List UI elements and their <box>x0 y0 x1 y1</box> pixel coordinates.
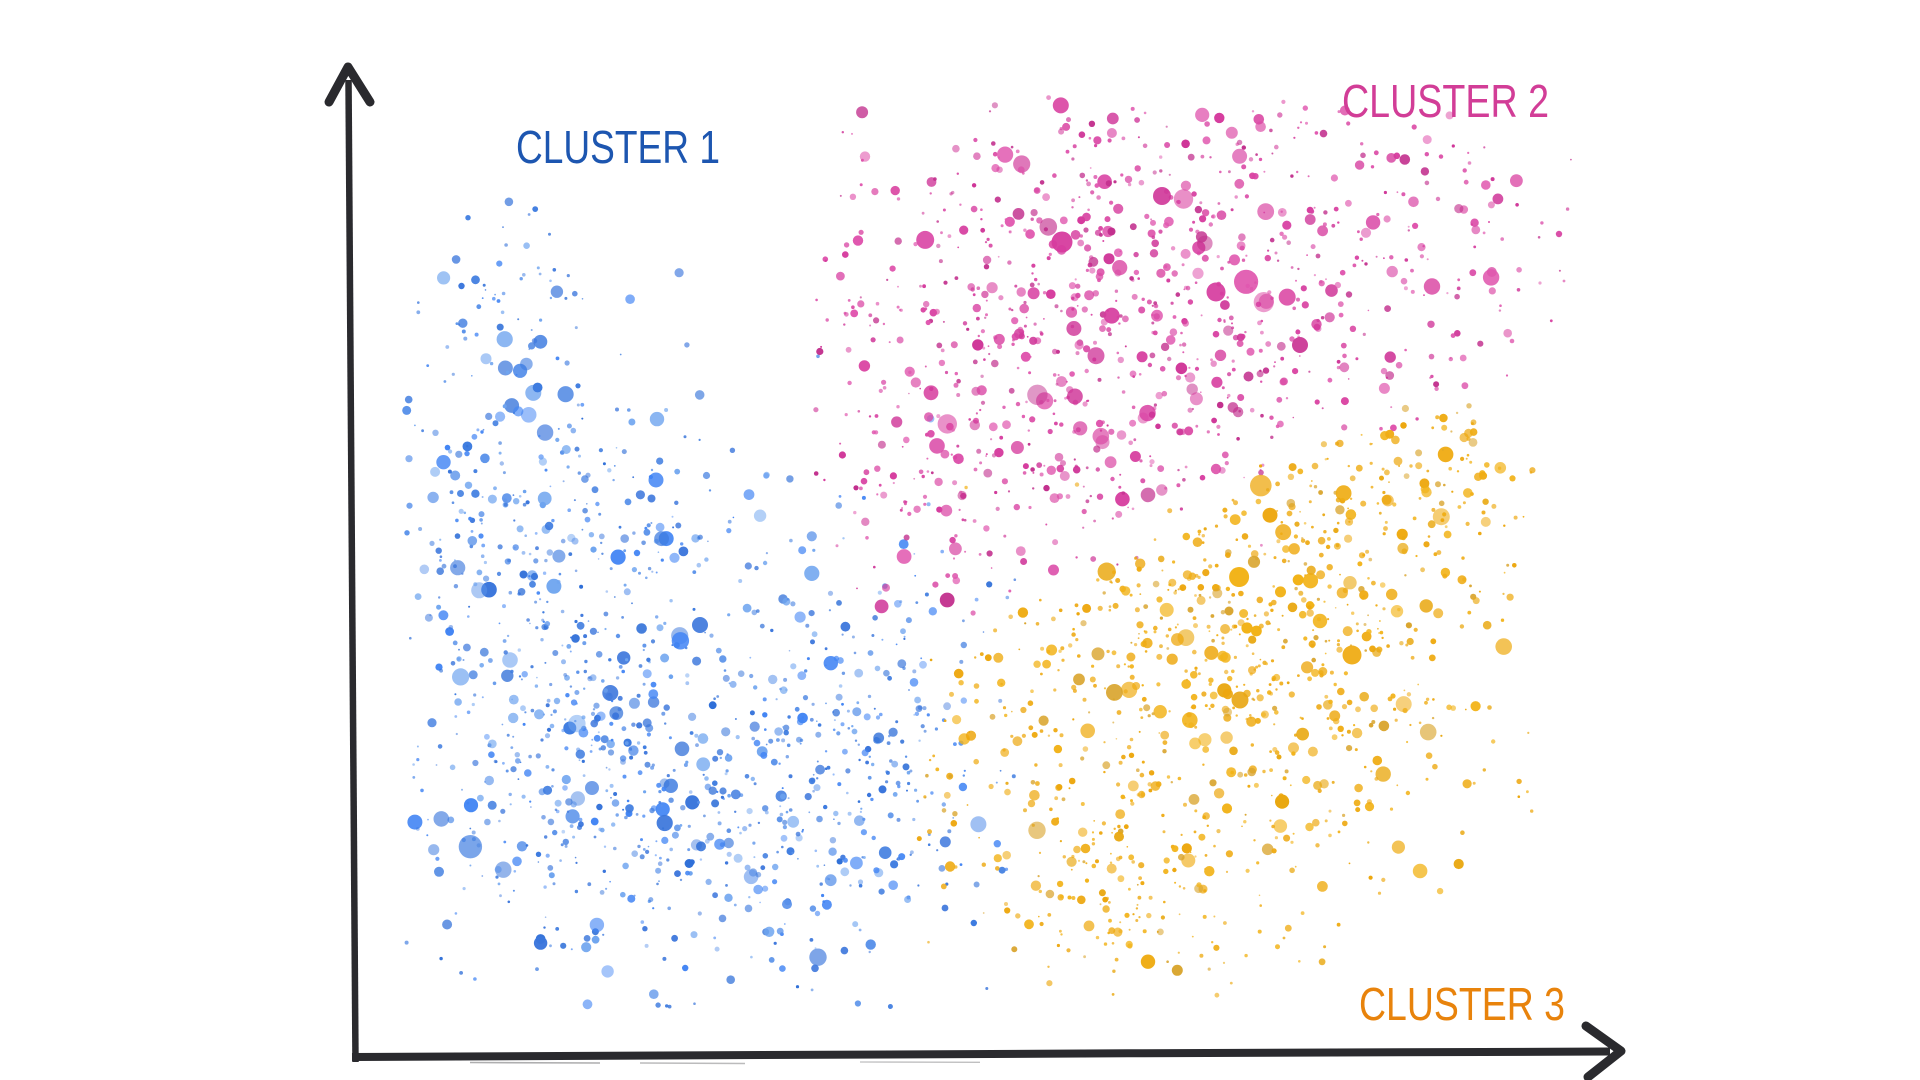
svg-text:CLUSTER 2: CLUSTER 2 <box>1342 75 1549 127</box>
svg-text:CLUSTER 3: CLUSTER 3 <box>1359 978 1565 1030</box>
svg-text:CLUSTER 1: CLUSTER 1 <box>516 121 720 173</box>
